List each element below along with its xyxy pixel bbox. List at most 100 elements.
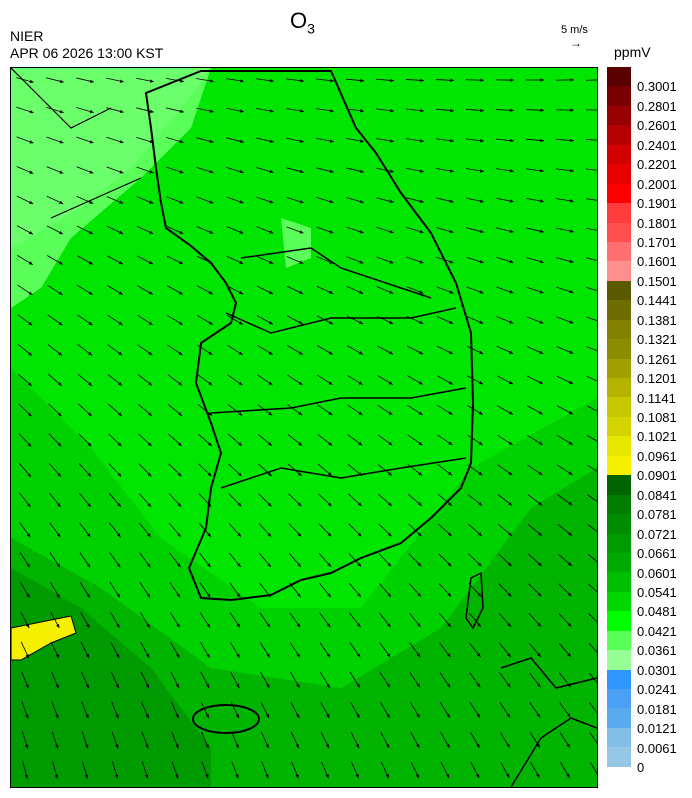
wind-arrow-head	[208, 321, 213, 325]
tsushima-island	[465, 571, 484, 630]
legend-label: 0.2801	[637, 98, 677, 114]
wind-arrow-head	[450, 78, 454, 82]
wind-arrow-head	[568, 532, 573, 536]
legend-bin	[607, 591, 631, 612]
wind-arrow-head	[298, 442, 303, 446]
wind-arrow-head	[239, 169, 244, 174]
ozone-map	[10, 67, 605, 788]
wind-arrow-head	[178, 291, 183, 295]
wind-arrow-head	[147, 502, 151, 507]
legend-bin	[607, 514, 631, 534]
wind-arrow-head	[88, 321, 93, 326]
wind-arrow-head	[269, 290, 274, 294]
wind-vectors	[16, 77, 605, 779]
wind-arrow-head	[329, 139, 334, 143]
wind-arrow-head	[448, 471, 453, 476]
legend-label: 0.2001	[637, 176, 677, 192]
wind-arrow-head	[208, 412, 213, 416]
wind-arrow-head	[269, 200, 274, 204]
wind-arrow-head	[87, 442, 92, 447]
wind-arrow-head	[86, 623, 90, 628]
legend-label: 0.0961	[637, 448, 677, 464]
legend-bin	[607, 164, 631, 184]
province-borders	[210, 247, 467, 489]
wind-arrow-head	[119, 139, 124, 144]
wind-arrow-head	[206, 593, 211, 598]
wind-arrow-head	[358, 472, 362, 476]
wind-arrow-head	[209, 230, 214, 234]
korea-outline	[144, 70, 475, 602]
legend-bin	[607, 630, 631, 651]
legend-bin	[607, 397, 631, 417]
wind-arrow-head	[357, 502, 362, 507]
legend-label: 0.0841	[637, 487, 677, 503]
wind-arrow-head	[449, 350, 454, 354]
legend-label: 0.1321	[637, 332, 677, 348]
wind-arrow-head	[569, 289, 574, 294]
wind-arrow-head	[210, 79, 214, 83]
wind-arrow-head	[177, 472, 182, 477]
wind-arrow-head	[507, 532, 512, 536]
wind-arrow-head	[510, 169, 514, 173]
wind-arrow-head	[87, 472, 92, 477]
wind-arrow-head	[387, 592, 391, 597]
wind-arrow-head	[387, 562, 392, 567]
wind-arrow-head	[179, 230, 184, 234]
wind-arrow-head	[209, 139, 214, 144]
legend-bin	[607, 378, 631, 398]
wind-arrow-head	[85, 744, 89, 749]
wind-arrow-head	[475, 773, 480, 778]
wind-arrow-head	[359, 290, 364, 294]
legend-bin	[607, 125, 631, 145]
wind-arrow-head	[145, 774, 149, 779]
wind-arrow-head	[236, 653, 240, 658]
wind-arrow-head	[567, 652, 571, 657]
wind-arrow-head	[389, 260, 394, 264]
wind-arrow-head	[449, 169, 454, 173]
wind-arrow-head	[509, 259, 514, 264]
legend-bin	[607, 436, 631, 456]
wind-arrow-head	[566, 743, 570, 748]
wind-arrow-head	[419, 169, 424, 173]
wind-arrow-head	[119, 109, 124, 114]
wind-arrow-head	[416, 683, 421, 688]
wind-arrow-head	[116, 533, 121, 538]
legend-bin	[607, 144, 631, 165]
wind-arrow-head	[389, 290, 394, 294]
wind-arrow-head	[298, 321, 303, 325]
wind-arrow-head	[327, 472, 332, 476]
wind-arrow-head	[355, 744, 360, 749]
wind-arrow-head	[295, 744, 299, 749]
wind-arrow-head	[205, 714, 209, 719]
legend-label: 0.1701	[637, 235, 677, 250]
wind-arrow-head	[418, 411, 423, 415]
organization-label: NIER	[10, 28, 44, 44]
wind-arrow-head	[59, 140, 64, 144]
wind-arrow-head	[300, 78, 304, 83]
wind-arrow-head	[476, 653, 481, 658]
wind-arrow-head	[388, 472, 393, 476]
wind-arrow-head	[508, 471, 513, 476]
wind-arrow-head	[510, 78, 514, 82]
wind-arrow-head	[328, 351, 333, 355]
wind-arrow-head	[147, 442, 152, 447]
wind-arrow-head	[420, 139, 424, 143]
wind-arrow-head	[88, 291, 93, 295]
legend-bin	[607, 669, 631, 689]
wind-arrow-head	[386, 713, 390, 718]
wind-arrow-head	[566, 773, 570, 778]
wind-arrow-head	[25, 623, 30, 628]
wind-arrow-head	[119, 230, 124, 234]
wind-arrow-head	[115, 714, 119, 719]
wind-arrow-head	[389, 199, 394, 204]
wind-arrow-head	[239, 109, 244, 113]
wind-arrow-head	[25, 684, 29, 689]
wind-arrow-head	[360, 78, 364, 83]
wind-arrow-head	[118, 261, 123, 265]
wind-arrow-head	[417, 623, 421, 627]
wind-arrow-head	[56, 563, 61, 568]
legend-bin	[607, 280, 631, 301]
wind-arrow-head	[239, 260, 244, 264]
wind-arrow-head	[569, 229, 574, 233]
wind-arrow-head	[205, 774, 209, 779]
